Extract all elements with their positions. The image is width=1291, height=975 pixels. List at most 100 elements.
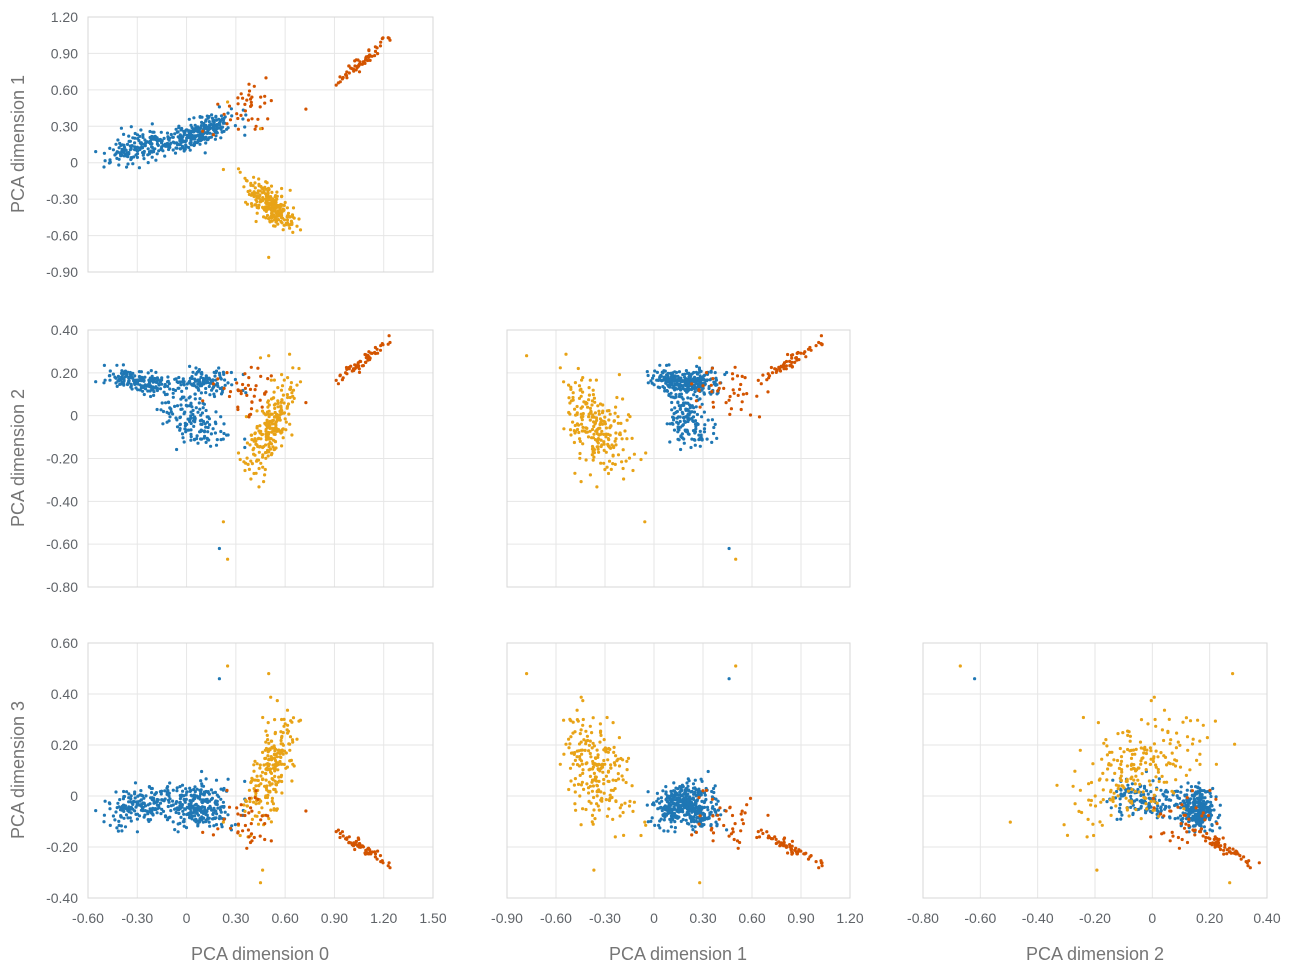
scatter-point	[353, 847, 357, 852]
scatter-point	[665, 373, 669, 377]
scatter-point	[163, 789, 167, 793]
scatter-point	[233, 823, 237, 827]
scatter-point	[786, 352, 790, 357]
scatter-point	[150, 387, 154, 391]
scatter-point	[161, 422, 165, 426]
scatter-point	[573, 777, 578, 781]
scatter-point	[215, 812, 219, 816]
scatter-point	[652, 803, 656, 807]
scatter-point	[1151, 759, 1155, 764]
scatter-point	[1138, 782, 1142, 787]
scatter-point	[712, 431, 716, 436]
scatter-point	[94, 150, 98, 154]
scatter-point	[585, 426, 589, 430]
scatter-point	[727, 834, 731, 838]
scatter-point	[602, 432, 606, 436]
scatter-point	[680, 403, 684, 407]
scatter-point	[662, 386, 667, 390]
scatter-point	[627, 456, 632, 460]
scatter-point	[593, 776, 598, 781]
scatter-point	[581, 390, 585, 394]
scatter-point	[211, 817, 215, 821]
scatter-point	[688, 417, 692, 421]
scatter-point	[271, 445, 275, 449]
scatter-point	[226, 111, 230, 115]
scatter-point	[575, 708, 579, 712]
scatter-point	[814, 860, 818, 864]
scatter-point	[121, 363, 125, 367]
scatter-point	[249, 202, 254, 206]
scatter-point	[269, 378, 273, 382]
scatter-point	[729, 832, 734, 836]
scatter-point	[220, 130, 224, 134]
scatter-point	[717, 386, 721, 390]
scatter-point	[573, 751, 577, 755]
scatter-point	[611, 462, 615, 466]
scatter-point	[733, 365, 737, 369]
scatter-point	[1111, 797, 1115, 801]
scatter-point	[660, 799, 664, 803]
scatter-point	[702, 392, 707, 396]
scatter-point	[614, 443, 618, 447]
plot-frame	[922, 642, 1268, 899]
scatter-point	[223, 121, 227, 125]
scatter-point	[160, 789, 164, 793]
scatter-point	[584, 430, 588, 434]
scatter-point	[253, 432, 257, 436]
scatter-point	[192, 384, 197, 388]
scatter-point	[579, 728, 583, 732]
scatter-point	[698, 444, 702, 448]
scatter-point	[204, 440, 208, 444]
scatter-point	[580, 418, 584, 422]
x-tick-label: -0.20	[1079, 910, 1111, 926]
scatter-point	[1191, 828, 1195, 832]
scatter-point	[206, 425, 210, 430]
scatter-point	[269, 184, 274, 188]
scatter-point	[378, 854, 383, 858]
scatter-point	[731, 388, 735, 392]
scatter-point	[690, 824, 694, 828]
scatter-point	[1116, 794, 1120, 798]
scatter-point	[1153, 717, 1157, 722]
scatter-point	[197, 127, 201, 131]
scatter-point	[279, 407, 283, 411]
scatter-point	[702, 374, 706, 378]
scatter-point	[1152, 806, 1156, 810]
scatter-point	[191, 798, 195, 802]
scatter-point	[736, 846, 740, 850]
scatter-point	[245, 202, 249, 206]
scatter-point	[591, 393, 596, 397]
scatter-point	[138, 134, 142, 138]
scatter-point	[273, 440, 278, 444]
scatter-point	[163, 154, 167, 158]
scatter-point	[1171, 834, 1175, 838]
scatter-point	[1119, 793, 1123, 797]
scatter-point	[171, 803, 175, 807]
scatter-point	[291, 762, 295, 766]
scatter-point	[1100, 757, 1104, 761]
scatter-point	[689, 375, 693, 379]
scatter-point	[253, 796, 257, 800]
scatter-point	[277, 429, 282, 433]
scatter-point	[210, 808, 214, 812]
scatter-point	[223, 810, 227, 814]
scatter-point	[286, 729, 291, 733]
scatter-point	[578, 794, 582, 798]
scatter-point	[203, 434, 207, 438]
scatter-point	[257, 485, 261, 489]
scatter-point	[103, 799, 107, 803]
scatter-point	[254, 784, 258, 788]
scatter-point	[184, 139, 188, 143]
scatter-point	[569, 399, 574, 403]
scatter-point	[711, 400, 715, 404]
scatter-point	[1109, 788, 1113, 793]
scatter-point	[582, 787, 586, 792]
scatter-point	[715, 392, 719, 396]
scatter-point	[265, 768, 269, 772]
scatter-point	[211, 382, 215, 386]
scatter-point	[676, 797, 681, 801]
scatter-point	[590, 813, 595, 818]
scatter-point	[578, 773, 582, 778]
scatter-point	[683, 388, 687, 392]
scatter-point	[717, 817, 721, 821]
